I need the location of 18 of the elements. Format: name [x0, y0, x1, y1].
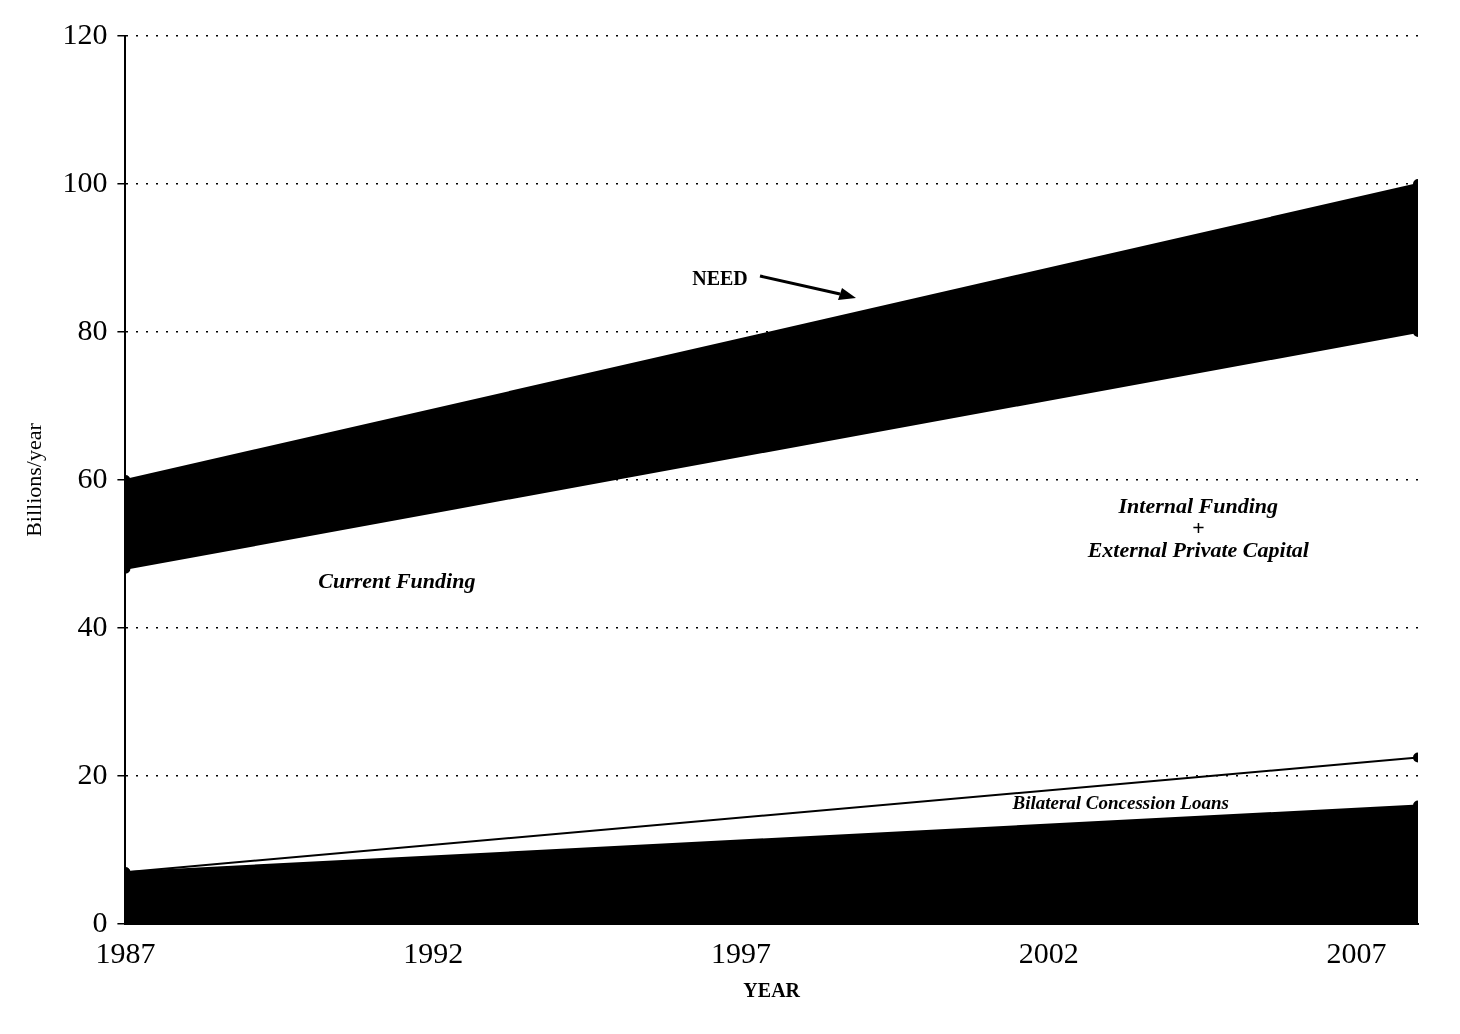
y-tick-label: 80 [77, 312, 108, 346]
y-tick-label: 20 [77, 756, 108, 790]
x-axis-title: YEAR [743, 979, 801, 1002]
x-tick-label: 2002 [1018, 935, 1079, 969]
annotation: Current Funding [318, 567, 476, 593]
annotation: Internal Funding + External Private Capital [1086, 492, 1310, 562]
x-tick-label: 1997 [710, 935, 771, 969]
x-tick-label: 1992 [403, 935, 464, 969]
y-tick-label: 40 [77, 608, 108, 642]
y-tick-label: 100 [62, 164, 108, 198]
y-tick-label: 0 [92, 904, 108, 938]
annotation: Bilateral Concession Loans [1011, 792, 1229, 814]
y-axis-title: Billions/year [20, 422, 46, 537]
y-tick-label: 120 [62, 16, 108, 50]
annotation: NEED [692, 267, 748, 290]
y-tick-label: 60 [77, 460, 108, 494]
x-tick-label: 1987 [95, 935, 156, 969]
x-tick-label: 2007 [1326, 935, 1387, 969]
